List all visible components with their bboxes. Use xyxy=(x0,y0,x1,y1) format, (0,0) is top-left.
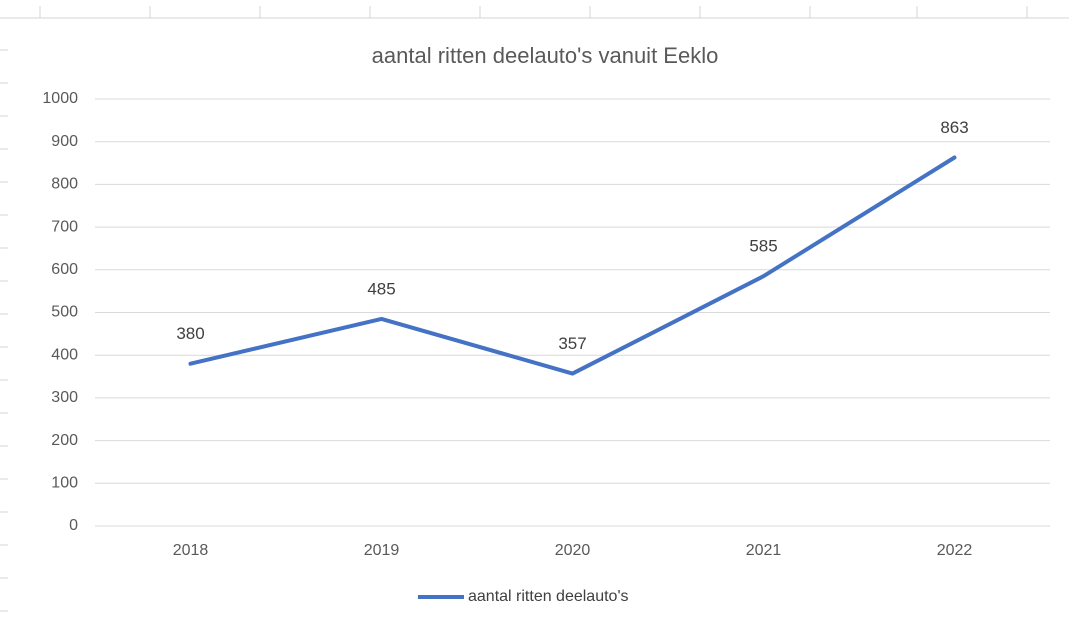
y-tick-label: 400 xyxy=(51,346,78,363)
y-tick-label: 900 xyxy=(51,133,78,150)
chart-title: aantal ritten deelauto's vanuit Eeklo xyxy=(372,43,719,68)
x-tick-label: 2021 xyxy=(746,542,782,559)
y-tick-label: 500 xyxy=(51,304,78,321)
x-tick-label: 2018 xyxy=(173,542,209,559)
data-line xyxy=(188,155,957,376)
legend-label: aantal ritten deelauto's xyxy=(468,588,629,605)
data-label: 380 xyxy=(176,324,204,343)
y-tick-label: 200 xyxy=(51,432,78,449)
data-label: 485 xyxy=(367,279,395,298)
data-label: 357 xyxy=(558,334,586,353)
data-label: 863 xyxy=(940,118,968,137)
y-tick-label: 600 xyxy=(51,261,78,278)
y-tick-label: 0 xyxy=(69,517,78,534)
sheet-grid xyxy=(0,6,1069,612)
y-tick-label: 800 xyxy=(51,176,78,193)
x-tick-label: 2019 xyxy=(364,542,400,559)
data-label: 585 xyxy=(749,237,777,256)
y-tick-label: 1000 xyxy=(42,90,78,107)
y-tick-label: 700 xyxy=(51,218,78,235)
y-tick-label: 100 xyxy=(51,475,78,492)
y-tick-label: 300 xyxy=(51,389,78,406)
x-tick-label: 2020 xyxy=(555,542,591,559)
x-tick-label: 2022 xyxy=(937,542,973,559)
